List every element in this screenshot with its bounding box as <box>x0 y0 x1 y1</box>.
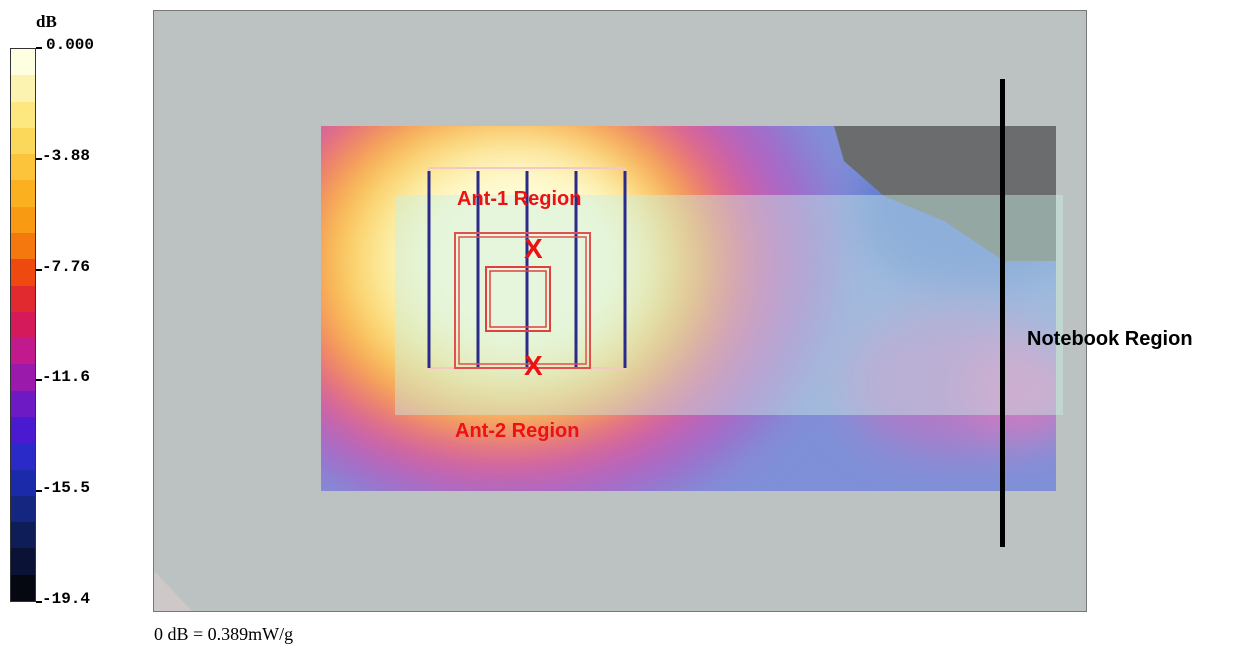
color-scale-segment <box>11 232 35 260</box>
ant1-region-label: Ant-1 Region <box>457 188 582 210</box>
notebook-boundary-line <box>1000 79 1005 547</box>
color-scale-tick-label: -15.5 <box>42 479 91 498</box>
scan-area <box>321 126 1056 491</box>
notebook-region-label: Notebook Region <box>1027 328 1193 350</box>
color-scale-tick-mark <box>36 379 42 382</box>
color-scale-segment <box>11 574 35 601</box>
ant2-marker: X <box>524 350 543 381</box>
sar-distribution-plot <box>153 10 1087 612</box>
ant1-marker: X <box>524 233 543 264</box>
color-scale-segment <box>11 495 35 523</box>
color-scale-tick-label: -7.76 <box>42 257 91 276</box>
color-scale-segment <box>11 338 35 365</box>
color-scale-segment <box>11 364 35 391</box>
color-scale-bar <box>10 48 36 602</box>
color-scale-tick-label: -19.4 <box>42 590 91 608</box>
color-scale-segment <box>11 548 35 575</box>
color-scale-segment <box>11 127 35 155</box>
color-scale-tick-label: -3.88 <box>42 146 91 165</box>
color-scale-segment <box>11 180 35 207</box>
color-scale-segment <box>11 154 35 181</box>
notebook-overlay <box>395 195 1063 415</box>
legend-unit-label: dB <box>36 12 57 31</box>
sar-heatmap <box>154 126 1063 611</box>
color-scale-tick-mark <box>36 268 42 271</box>
color-scale-segment <box>11 469 35 496</box>
color-scale-tick-mark <box>36 157 42 160</box>
antenna-structure <box>427 167 627 369</box>
color-scale-segment <box>11 311 35 339</box>
color-scale-tick-mark <box>36 490 42 493</box>
color-scale-segment <box>11 206 35 233</box>
color-scale-segment <box>11 416 35 444</box>
color-scale-tick-label: -11.6 <box>42 368 91 387</box>
color-scale-segment <box>11 443 35 470</box>
color-scale-segment <box>11 75 35 102</box>
color-scale-segment <box>11 49 35 76</box>
color-scale-segment <box>11 390 35 417</box>
color-scale-segment <box>11 101 35 128</box>
color-scale-segment <box>11 259 35 286</box>
ant2-region-label: Ant-2 Region <box>455 420 580 442</box>
color-scale-tick-label: 0.000 <box>46 36 95 54</box>
color-scale-segment <box>11 522 35 549</box>
reference-footnote: 0 dB = 0.389mW/g <box>154 624 294 644</box>
corner-shade <box>154 571 193 611</box>
color-scale-segment <box>11 285 35 312</box>
color-scale-tick-mark <box>36 47 42 49</box>
color-scale-tick-mark <box>36 601 42 603</box>
